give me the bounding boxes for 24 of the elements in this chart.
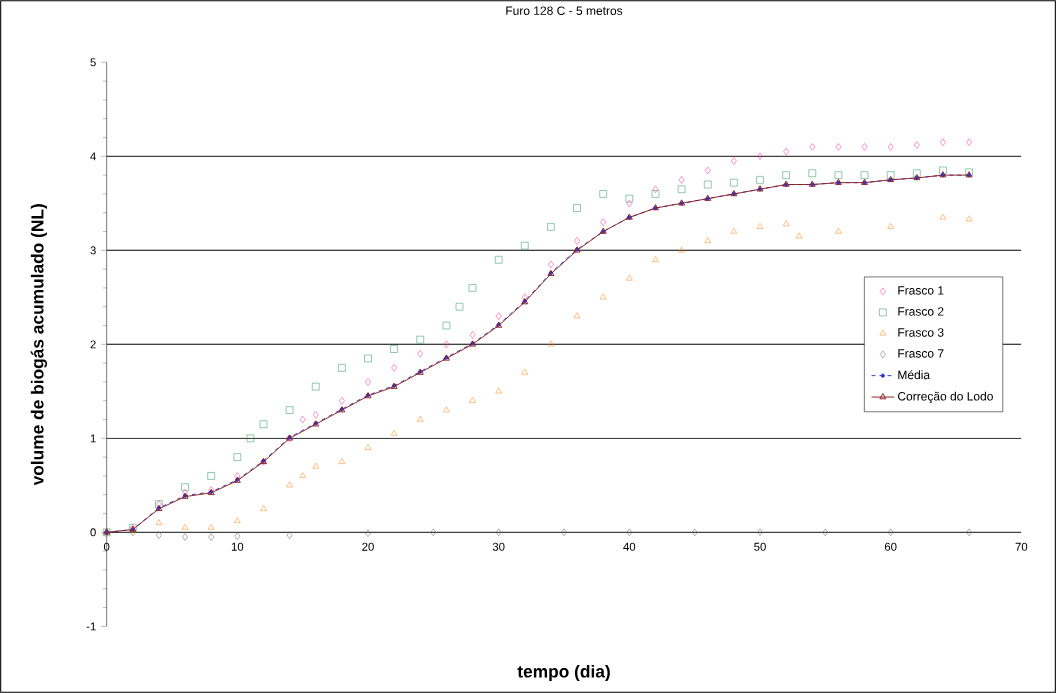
x-tick-label: 60 bbox=[884, 542, 897, 551]
y-axis-title: volume de biogás acumulado (NL) bbox=[30, 204, 48, 486]
x-tick-label: 10 bbox=[231, 542, 244, 551]
x-tick-label: 30 bbox=[492, 542, 505, 551]
x-tick-label: 70 bbox=[1015, 542, 1028, 551]
y-tick-label: 5 bbox=[90, 58, 96, 67]
legend-label: Frasco 2 bbox=[898, 307, 944, 316]
y-tick-label: 2 bbox=[90, 340, 96, 349]
legend-label: Frasco 1 bbox=[898, 286, 944, 295]
x-tick-label: 50 bbox=[754, 542, 766, 551]
y-tick-label: 1 bbox=[90, 434, 96, 443]
y-tick-label: 3 bbox=[90, 246, 96, 255]
x-axis-title: tempo (dia) bbox=[517, 664, 610, 682]
y-tick-label: 0 bbox=[90, 528, 96, 537]
legend-label: Frasco 3 bbox=[898, 328, 944, 337]
chart-title: Furo 128 C - 5 metros bbox=[506, 6, 623, 15]
x-tick-label: 20 bbox=[362, 542, 374, 551]
x-tick-label: 40 bbox=[623, 542, 636, 551]
y-tick-label: 4 bbox=[90, 152, 96, 161]
legend-label: Frasco 7 bbox=[898, 349, 944, 358]
y-tick-label: -1 bbox=[86, 622, 96, 631]
legend-label: Correção do Lodo bbox=[897, 391, 993, 403]
legend-label: Média bbox=[898, 370, 931, 380]
x-tick-label: 0 bbox=[103, 542, 110, 551]
